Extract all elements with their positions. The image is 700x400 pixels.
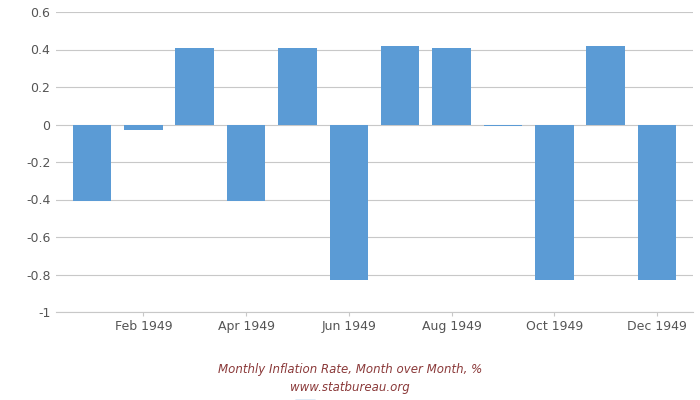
Bar <box>381 46 419 124</box>
Bar <box>330 124 368 280</box>
Bar <box>73 124 111 201</box>
Bar <box>587 46 625 124</box>
Bar <box>227 124 265 201</box>
Bar <box>484 124 522 126</box>
Bar <box>638 124 676 280</box>
Bar <box>176 48 214 124</box>
Bar <box>124 124 162 130</box>
Bar <box>278 48 316 124</box>
Legend: United States, 1949: United States, 1949 <box>290 395 459 400</box>
Bar <box>433 48 471 124</box>
Bar <box>535 124 573 280</box>
Text: Monthly Inflation Rate, Month over Month, %: Monthly Inflation Rate, Month over Month… <box>218 364 482 376</box>
Text: www.statbureau.org: www.statbureau.org <box>290 382 410 394</box>
